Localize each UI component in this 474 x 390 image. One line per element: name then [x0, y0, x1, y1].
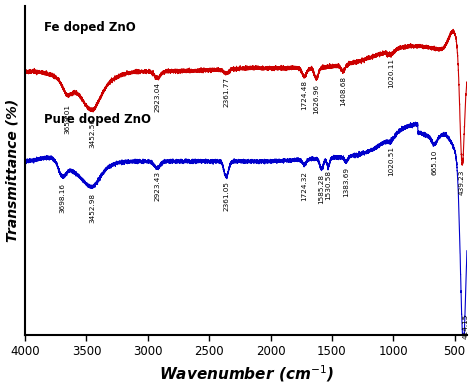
Text: 1383.69: 1383.69: [343, 167, 349, 197]
Text: 3659.01: 3659.01: [64, 104, 70, 134]
X-axis label: Wavenumber (cm$^{-1}$): Wavenumber (cm$^{-1}$): [159, 364, 333, 385]
Text: 2361.05: 2361.05: [223, 181, 229, 211]
Text: 1020.51: 1020.51: [388, 146, 394, 176]
Text: 1626.96: 1626.96: [313, 84, 319, 114]
Text: 3452.98: 3452.98: [89, 193, 95, 223]
Text: 3452.56: 3452.56: [89, 118, 95, 148]
Text: 1585.28: 1585.28: [319, 174, 324, 204]
Text: 1408.68: 1408.68: [340, 76, 346, 106]
Text: 414.15: 414.15: [462, 314, 468, 339]
Text: 665.10: 665.10: [431, 149, 438, 175]
Text: 3698.16: 3698.16: [59, 183, 65, 213]
Y-axis label: Transmittance (%): Transmittance (%): [6, 99, 19, 242]
Text: 439.23: 439.23: [459, 170, 465, 195]
Text: 1530.58: 1530.58: [325, 170, 331, 200]
Text: Pure doped ZnO: Pure doped ZnO: [44, 113, 151, 126]
Text: 2923.43: 2923.43: [154, 171, 160, 201]
Text: 1724.32: 1724.32: [301, 171, 307, 201]
Text: 1724.48: 1724.48: [301, 80, 307, 110]
Text: Fe doped ZnO: Fe doped ZnO: [44, 21, 135, 34]
Text: 2361.77: 2361.77: [223, 77, 229, 107]
Text: 1020.11: 1020.11: [388, 58, 394, 89]
Text: 2923.04: 2923.04: [154, 82, 160, 112]
